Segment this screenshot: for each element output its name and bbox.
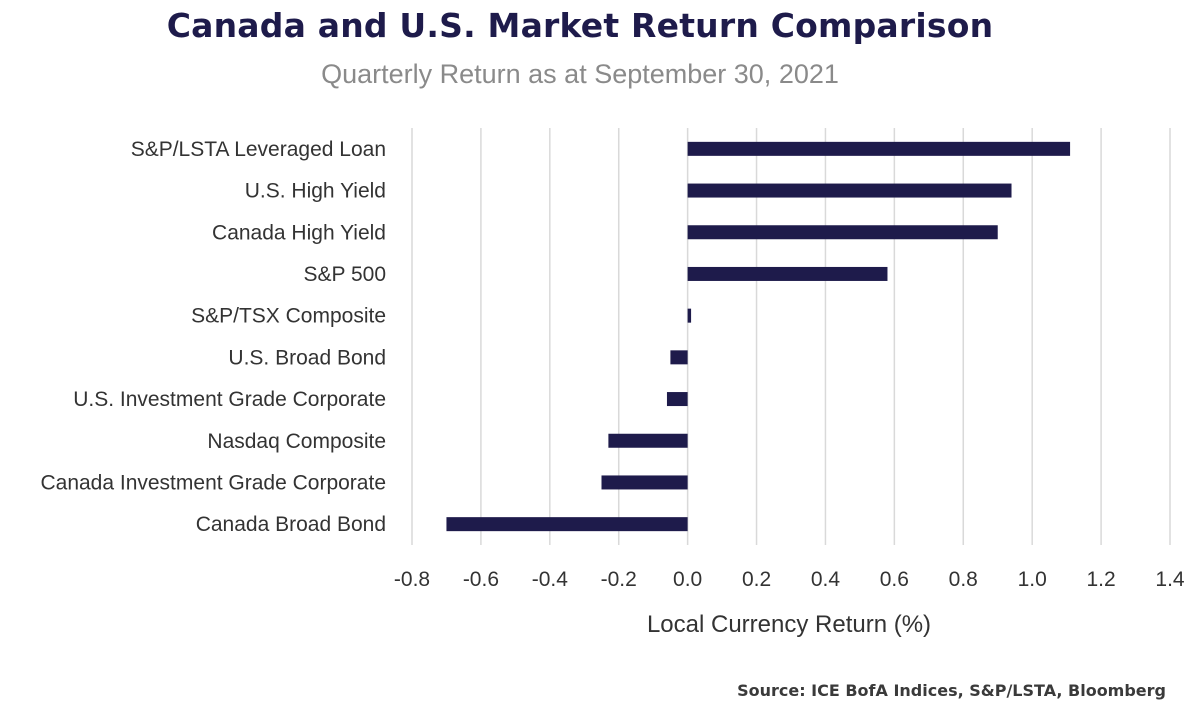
x-tick-label: 0.2: [742, 568, 771, 591]
bar: [687, 308, 692, 323]
x-tick-label: 0.8: [949, 568, 978, 591]
category-label: S&P/LSTA Leveraged Loan: [131, 138, 386, 161]
source-note: Source: ICE BofA Indices, S&P/LSTA, Bloo…: [737, 681, 1166, 700]
x-tick-label: 0.4: [811, 568, 841, 591]
bar: [687, 141, 1071, 156]
x-tick-label: 0.6: [880, 568, 909, 591]
chart-subtitle: Quarterly Return as at September 30, 202…: [321, 59, 839, 89]
bar: [608, 433, 688, 448]
x-tick-label: 1.4: [1155, 568, 1185, 591]
bar: [666, 392, 688, 407]
x-tick-label: -0.6: [463, 568, 499, 591]
x-tick-label: 1.2: [1086, 568, 1115, 591]
bar: [601, 475, 688, 490]
x-tick-label: -0.2: [601, 568, 637, 591]
category-label: Canada Broad Bond: [196, 513, 386, 536]
bar: [670, 350, 688, 365]
x-tick-labels: -0.8 -0.6 -0.4 -0.2 0.0 0.2 0.4 0.6 0.8 1.0 1.2 1.4: [394, 568, 1185, 591]
chart-title: Canada and U.S. Market Return Comparison: [166, 6, 994, 45]
bar: [687, 225, 998, 240]
category-label: S&P 500: [303, 263, 386, 286]
bar: [446, 517, 688, 532]
category-label: Nasdaq Composite: [207, 430, 386, 453]
category-label: U.S. Investment Grade Corporate: [73, 388, 386, 411]
x-tick-label: 1.0: [1018, 568, 1047, 591]
category-label: S&P/TSX Composite: [191, 305, 386, 328]
x-tick-label: 0.0: [673, 568, 702, 591]
bars: [446, 141, 1071, 532]
x-axis-title: Local Currency Return (%): [647, 611, 931, 638]
category-label: U.S. Broad Bond: [228, 346, 386, 369]
category-label: U.S. High Yield: [245, 180, 386, 203]
category-labels: S&P/LSTA Leveraged Loan U.S. High Yield Ca…: [40, 138, 386, 536]
bar: [687, 183, 1012, 198]
x-tick-label: -0.8: [394, 568, 430, 591]
x-tick-label: -0.4: [532, 568, 569, 591]
bar: [687, 266, 888, 281]
category-label: Canada Investment Grade Corporate: [40, 471, 386, 494]
category-label: Canada High Yield: [212, 221, 386, 244]
